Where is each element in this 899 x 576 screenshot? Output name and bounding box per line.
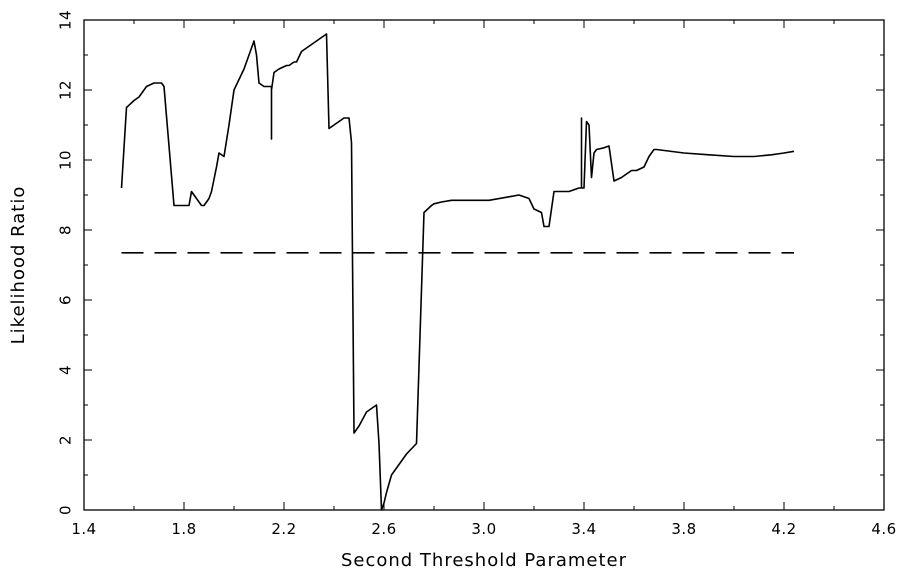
axis-tick-labels: 1.4 1.8 2.2 2.6 3.0 3.4 3.8 4.2 4.6 0 2 4 6 8 10 12 14 (57, 10, 897, 538)
x-tick-label: 1.4 (71, 520, 96, 538)
plot-frame (83, 19, 885, 511)
likelihood-ratio-line (120, 33, 795, 511)
x-tick-label: 2.6 (371, 520, 396, 538)
x-tick-label: 3.8 (671, 520, 696, 538)
y-tick-label: 0 (57, 505, 75, 515)
x-tick-label: 4.6 (871, 520, 896, 538)
y-tick-label: 6 (57, 295, 75, 305)
y-tick-label: 8 (57, 225, 75, 235)
x-tick-label: 3.4 (571, 520, 596, 538)
axis-ticks (83, 19, 885, 511)
x-tick-label: 3.0 (471, 520, 496, 538)
y-axis-title: Likelihood Ratio (8, 186, 29, 345)
data-series (120, 33, 795, 511)
x-tick-label: 4.2 (771, 520, 796, 538)
y-tick-label: 14 (57, 10, 75, 30)
y-tick-label: 2 (57, 435, 75, 445)
x-axis-title: Second Threshold Parameter (341, 550, 627, 571)
y-tick-label: 10 (57, 150, 75, 170)
y-tick-label: 12 (57, 80, 75, 100)
x-tick-label: 2.2 (271, 520, 296, 538)
y-tick-label: 4 (57, 365, 75, 375)
x-tick-label: 1.8 (171, 520, 196, 538)
